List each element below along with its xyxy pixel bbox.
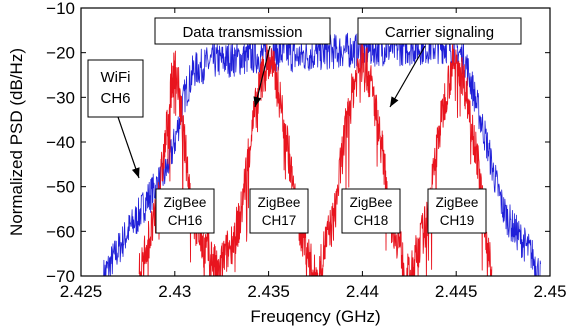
annotation-zigbee-ch19: ZigBee CH19 — [427, 188, 487, 234]
annotation-text-line: CH18 — [354, 213, 389, 228]
annotation-text-line: WiFi — [101, 69, 131, 86]
annotation-zigbee-ch16: ZigBee CH16 — [155, 188, 215, 234]
x-tick-label: 2.43 — [158, 282, 191, 301]
annotation-arrow-head — [390, 96, 399, 107]
y-tick-label: −40 — [46, 133, 75, 152]
annotation-text-line: ZigBee — [350, 195, 393, 210]
annotation-text: Data transmission — [182, 24, 302, 41]
annotation-data-transmission: Data transmission — [154, 17, 331, 108]
annotation-text-line: CH16 — [168, 213, 203, 228]
annotation-text: Carrier signaling — [385, 24, 494, 41]
annotation-text-line: ZigBee — [164, 195, 207, 210]
annotation-wifi-ch6: WiFi CH6 — [87, 59, 144, 179]
y-tick-label: −50 — [46, 178, 75, 197]
annotation-arrow-line — [117, 116, 140, 179]
x-tick-label: 2.445 — [435, 282, 478, 301]
annotation-arrow-line — [389, 45, 426, 108]
y-tick-label: −60 — [46, 222, 75, 241]
x-axis-label: Freuqency (GHz) — [250, 307, 380, 326]
y-tick-label: −10 — [46, 0, 75, 18]
annotation-arrow-line — [254, 45, 271, 108]
annotation-box — [249, 188, 309, 234]
annotation-arrow-head — [131, 167, 140, 178]
annotation-text-line: CH6 — [100, 90, 130, 107]
annotation-text-line: CH17 — [262, 213, 297, 228]
annotation-text-line: ZigBee — [258, 195, 301, 210]
y-axis-label: Normalized PSD (dB/Hz) — [7, 48, 26, 236]
x-tick-label: 2.44 — [346, 282, 379, 301]
annotation-box — [154, 17, 331, 45]
annotation-text-line: CH19 — [440, 213, 475, 228]
y-tick-label: −30 — [46, 88, 75, 107]
x-tick-label: 2.435 — [247, 282, 290, 301]
annotation-box — [357, 17, 522, 45]
y-tick-label: −20 — [46, 44, 75, 63]
x-tick-label: 2.425 — [60, 282, 103, 301]
annotation-carrier-signaling: Carrier signaling — [357, 17, 522, 108]
annotation-text-line: ZigBee — [436, 195, 479, 210]
annotation-zigbee-ch18: ZigBee CH18 — [341, 188, 401, 234]
annotation-arrow-head — [253, 96, 262, 107]
annotation-box — [155, 188, 215, 234]
y-tick-label: −70 — [46, 267, 75, 286]
annotation-box — [87, 59, 144, 118]
annotation-box — [341, 188, 401, 234]
annotation-zigbee-ch17: ZigBee CH17 — [249, 188, 309, 234]
annotation-box — [427, 188, 487, 234]
x-tick-label: 2.45 — [533, 282, 566, 301]
